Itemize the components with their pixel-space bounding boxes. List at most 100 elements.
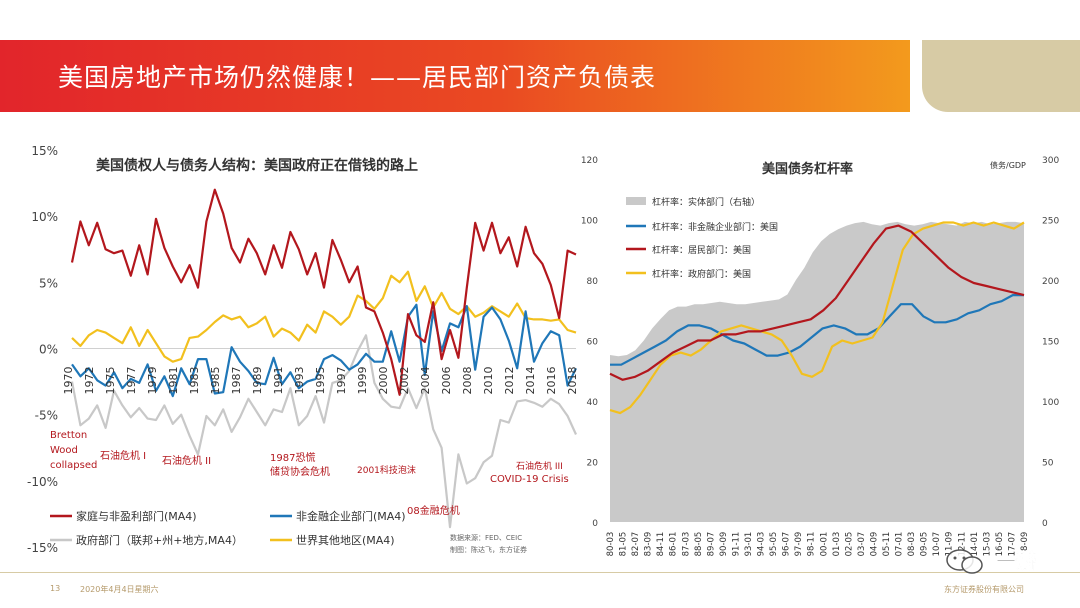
series-line-3 bbox=[609, 221, 1025, 415]
x-tick-label: 1989 bbox=[251, 367, 264, 395]
legend-rc-nonfin: 杠杆率：非金融企业部门：美国 bbox=[652, 221, 778, 233]
x-tick-label: 00-01 bbox=[819, 532, 829, 557]
x-tick-label: 1970 bbox=[62, 367, 75, 395]
legend-rc-government: 杠杆率：政府部门：美国 bbox=[652, 268, 751, 280]
right-y-tick-label: 300 bbox=[1042, 156, 1059, 166]
x-tick-label: 84-11 bbox=[656, 532, 666, 557]
x-tick-label: 03-07 bbox=[857, 532, 867, 557]
x-tick-label: 91-11 bbox=[731, 532, 741, 557]
x-tick-label: 2002 bbox=[398, 367, 411, 395]
x-tick-label: 87-03 bbox=[681, 532, 691, 557]
right-y-tick-label: 250 bbox=[1042, 217, 1059, 227]
right-y-tick-label: 150 bbox=[1042, 338, 1059, 348]
annot-oil-2: 石油危机 II bbox=[162, 454, 211, 467]
right-chart-title: 美国债务杠杆率 bbox=[762, 161, 853, 177]
x-tick-label: 1999 bbox=[356, 367, 369, 395]
right-y-tick-label: 200 bbox=[1042, 277, 1059, 287]
left-y-tick-label: 40 bbox=[587, 398, 599, 408]
left-y-tick-label: 80 bbox=[587, 277, 599, 287]
annot-bretton-3: collapsed bbox=[50, 460, 97, 471]
x-tick-label: 1981 bbox=[167, 367, 180, 395]
x-tick-label: 80-03 bbox=[606, 532, 616, 557]
annot-oil-3: 石油危机 III bbox=[516, 460, 563, 472]
right-y-tick-label: 0 bbox=[1042, 519, 1048, 529]
left-y-tick-label: 100 bbox=[581, 217, 598, 227]
series-line-2 bbox=[70, 334, 578, 529]
x-tick-label: 98-11 bbox=[807, 532, 817, 557]
right-axis-label: 债务/GDP bbox=[990, 160, 1026, 170]
header-band bbox=[0, 40, 910, 112]
y-tick-label: 10% bbox=[31, 210, 58, 224]
x-tick-label: 96-07 bbox=[782, 532, 792, 557]
x-tick-label: 1993 bbox=[293, 367, 306, 395]
x-tick-label: 1972 bbox=[83, 367, 96, 395]
left-source: 数据来源：FED、CEIC bbox=[450, 533, 522, 542]
left-y-tick-label: 120 bbox=[581, 156, 598, 166]
series-line-0 bbox=[70, 188, 577, 396]
x-tick-label: 88-05 bbox=[694, 532, 704, 557]
legend-rest-of-world: 世界其他地区(MA4) bbox=[296, 534, 395, 547]
annot-2008: 08金融危机 bbox=[407, 504, 460, 517]
x-tick-label: 14-01 bbox=[970, 532, 980, 557]
x-tick-label: 2006 bbox=[440, 367, 453, 395]
x-tick-label: 01-03 bbox=[832, 532, 842, 557]
x-tick-label: 15-03 bbox=[982, 532, 992, 557]
legend-government: 政府部门（联邦+州+地方,MA4） bbox=[76, 533, 243, 547]
watermark: 一瓣 bbox=[940, 546, 1070, 576]
series-line-1 bbox=[71, 303, 577, 398]
page-title: 美国房地产市场仍然健康！——居民部门资产负债表 bbox=[58, 63, 657, 92]
x-tick-label: 82-07 bbox=[631, 532, 641, 557]
right-legend: 杠杆率：实体部门（右轴） 杠杆率：非金融企业部门：美国 杠杆率：居民部门：美国 … bbox=[626, 196, 778, 280]
x-tick-label: 1997 bbox=[335, 367, 348, 395]
x-tick-label: 2012 bbox=[503, 367, 516, 395]
left-author: 制图：陈达飞，东方证券 bbox=[450, 545, 527, 554]
x-tick-label: 09-05 bbox=[920, 532, 930, 557]
y-tick-label: 15% bbox=[31, 144, 58, 158]
x-tick-label: 05-11 bbox=[882, 532, 892, 557]
right-y-tick-label: 100 bbox=[1042, 398, 1059, 408]
x-tick-label: 1977 bbox=[125, 367, 138, 395]
annot-covid: COVID-19 Crisis bbox=[490, 474, 569, 485]
x-tick-label: 89-07 bbox=[706, 532, 716, 557]
x-tick-label: 02-05 bbox=[844, 532, 854, 557]
footer-company: 东方证券股份有限公司 bbox=[944, 585, 1024, 594]
annot-oil-1: 石油危机 I bbox=[100, 449, 146, 462]
x-tick-label: 17-07 bbox=[1007, 532, 1017, 557]
x-tick-label: 1975 bbox=[104, 367, 117, 395]
footer-line bbox=[0, 572, 1080, 573]
x-tick-label: 81-05 bbox=[619, 532, 629, 557]
x-tick-label: 93-01 bbox=[744, 532, 754, 557]
x-tick-label: 90-09 bbox=[719, 532, 729, 557]
legend-rc-household: 杠杆率：居民部门：美国 bbox=[652, 244, 751, 256]
y-tick-label: -10% bbox=[27, 475, 58, 489]
x-tick-label: 2010 bbox=[482, 367, 495, 395]
x-tick-label: 83-09 bbox=[644, 532, 654, 557]
y-tick-label: -15% bbox=[27, 541, 58, 555]
left-y-tick-label: 60 bbox=[587, 338, 599, 348]
footer-date: 2020年4月4日星期六 bbox=[80, 585, 159, 594]
x-tick-label: 95-05 bbox=[769, 532, 779, 557]
series-line-2 bbox=[609, 224, 1025, 381]
header-tab bbox=[922, 40, 1080, 112]
x-tick-label: 1985 bbox=[209, 367, 222, 395]
annot-1987-1: 1987恐慌 bbox=[270, 452, 315, 464]
x-tick-label: 11-09 bbox=[945, 532, 955, 557]
annot-bretton-1: Bretton bbox=[50, 430, 87, 441]
legend-real-sector: 杠杆率：实体部门（右轴） bbox=[652, 196, 760, 208]
x-tick-label: 16-05 bbox=[995, 532, 1005, 557]
x-tick-label: 2000 bbox=[377, 367, 390, 395]
x-tick-label: 97-09 bbox=[794, 532, 804, 557]
annot-1987-2: 储贷协会危机 bbox=[270, 465, 330, 478]
x-tick-label: 86-01 bbox=[669, 532, 679, 557]
y-tick-label: -5% bbox=[35, 409, 58, 423]
x-tick-label: 2014 bbox=[524, 367, 537, 395]
x-tick-label: 1983 bbox=[188, 367, 201, 395]
watermark-text: 一瓣 bbox=[996, 549, 1036, 573]
left-legend: 家庭与非盈利部门(MA4) 非金融企业部门(MA4) 政府部门（联邦+州+地方,… bbox=[50, 509, 406, 547]
y-tick-label: 0% bbox=[39, 343, 58, 357]
footer-page-number: 13 bbox=[50, 584, 61, 593]
legend-nonfin-corp: 非金融企业部门(MA4) bbox=[296, 509, 406, 523]
x-tick-label: 18-09 bbox=[1020, 532, 1030, 557]
left-y-tick-label: 20 bbox=[587, 459, 599, 469]
wechat-icon: 一瓣 bbox=[946, 549, 1036, 574]
